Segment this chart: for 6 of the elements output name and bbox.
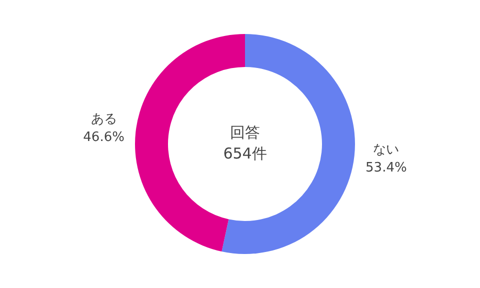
slice-label: ない <box>373 142 400 158</box>
data-label: 53.4% <box>366 160 407 176</box>
data-label: 46.6% <box>83 130 124 146</box>
slice-label: ある <box>90 112 117 128</box>
text: 654件 <box>223 144 267 162</box>
text: 回答 <box>230 123 260 142</box>
